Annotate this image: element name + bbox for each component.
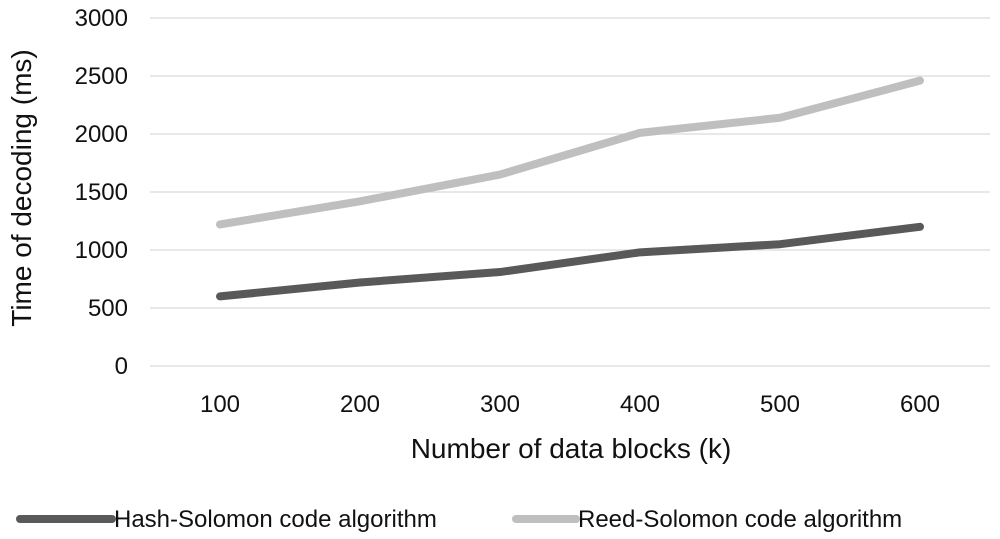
y-axis-ticks: 0 500 1000 1500 2000 2500 3000 <box>75 5 128 380</box>
x-axis-title: Number of data blocks (k) <box>411 433 732 464</box>
legend: Hash-Solomon code algorithm Reed-Solomon … <box>16 506 902 533</box>
y-tick-label: 2500 <box>75 63 128 90</box>
gridlines <box>150 17 990 367</box>
x-tick-label: 300 <box>480 391 520 418</box>
y-tick-label: 1500 <box>75 179 128 206</box>
legend-label: Reed-Solomon code algorithm <box>578 506 902 533</box>
series-lines <box>216 76 924 301</box>
x-tick-label: 200 <box>340 391 380 418</box>
y-tick-label: 2000 <box>75 121 128 148</box>
series-line-0 <box>216 222 924 301</box>
y-tick-label: 500 <box>88 295 128 322</box>
series-line-1 <box>216 76 924 229</box>
y-tick-label: 1000 <box>75 237 128 264</box>
y-tick-label: 3000 <box>75 5 128 32</box>
x-tick-label: 600 <box>900 391 940 418</box>
x-axis-ticks: 100 200 300 400 500 600 <box>200 391 940 418</box>
x-tick-label: 400 <box>620 391 660 418</box>
x-tick-label: 500 <box>760 391 800 418</box>
x-tick-label: 100 <box>200 391 240 418</box>
y-tick-label: 0 <box>115 353 128 380</box>
y-axis-title: Time of decoding (ms) <box>6 49 37 327</box>
legend-label: Hash-Solomon code algorithm <box>114 506 437 533</box>
